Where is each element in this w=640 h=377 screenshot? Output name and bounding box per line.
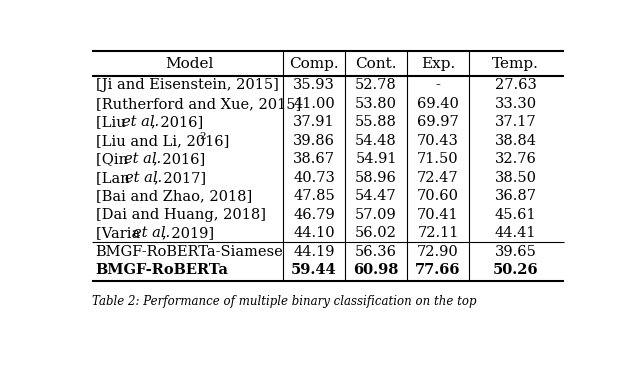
Text: 33.30: 33.30 [495,97,536,111]
Text: 71.50: 71.50 [417,152,459,166]
Text: 39.86: 39.86 [293,134,335,148]
Text: 38.50: 38.50 [495,171,536,185]
Text: 38.84: 38.84 [495,134,536,148]
Text: 40.73: 40.73 [293,171,335,185]
Text: 44.10: 44.10 [293,226,335,240]
Text: 72.90: 72.90 [417,245,459,259]
Text: 36.87: 36.87 [495,189,536,203]
Text: 77.66: 77.66 [415,263,461,277]
Text: , 2019]: , 2019] [162,226,214,240]
Text: , 2016]: , 2016] [151,115,203,129]
Text: 70.60: 70.60 [417,189,459,203]
Text: [Liu: [Liu [95,115,130,129]
Text: Model: Model [165,57,214,71]
Text: Temp.: Temp. [492,57,539,71]
Text: [Qin: [Qin [95,152,132,166]
Text: 35.93: 35.93 [293,78,335,92]
Text: 54.47: 54.47 [355,189,397,203]
Text: Exp.: Exp. [421,57,455,71]
Text: et al.: et al. [125,171,163,185]
Text: 53.80: 53.80 [355,97,397,111]
Text: BMGF-RoBERTa: BMGF-RoBERTa [95,263,228,277]
Text: 32.76: 32.76 [495,152,536,166]
Text: 47.85: 47.85 [293,189,335,203]
Text: , 2016]: , 2016] [153,152,205,166]
Text: 72.11: 72.11 [417,226,459,240]
Text: [Bai and Zhao, 2018]: [Bai and Zhao, 2018] [95,189,252,203]
Text: Table 2: Performance of multiple binary classification on the top: Table 2: Performance of multiple binary … [92,295,476,308]
Text: 44.41: 44.41 [495,226,536,240]
Text: et al.: et al. [122,115,159,129]
Text: 39.65: 39.65 [495,245,536,259]
Text: , 2017]: , 2017] [154,171,206,185]
Text: 37.91: 37.91 [293,115,335,129]
Text: [Liu and Li, 2016]: [Liu and Li, 2016] [95,134,229,148]
Text: et al.: et al. [124,152,161,166]
Text: 54.91: 54.91 [355,152,397,166]
Text: [Lan: [Lan [95,171,134,185]
Text: [Ji and Eisenstein, 2015]: [Ji and Eisenstein, 2015] [95,78,278,92]
Text: 27.63: 27.63 [495,78,536,92]
Text: 41.00: 41.00 [293,97,335,111]
Text: BMGF-RoBERTa-Siamese: BMGF-RoBERTa-Siamese [95,245,284,259]
Text: 70.43: 70.43 [417,134,459,148]
Text: 70.41: 70.41 [417,208,459,222]
Text: 59.44: 59.44 [291,263,337,277]
Text: 38.67: 38.67 [293,152,335,166]
Text: 54.48: 54.48 [355,134,397,148]
Text: 58.96: 58.96 [355,171,397,185]
Text: 69.40: 69.40 [417,97,459,111]
Text: 50.26: 50.26 [493,263,538,277]
Text: 56.36: 56.36 [355,245,397,259]
Text: 46.79: 46.79 [293,208,335,222]
Text: [Rutherford and Xue, 2015]: [Rutherford and Xue, 2015] [95,97,301,111]
Text: [Dai and Huang, 2018]: [Dai and Huang, 2018] [95,208,266,222]
Text: [Varia: [Varia [95,226,145,240]
Text: 55.88: 55.88 [355,115,397,129]
Text: Comp.: Comp. [289,57,339,71]
Text: 2: 2 [199,132,205,141]
Text: 37.17: 37.17 [495,115,536,129]
Text: Cont.: Cont. [355,57,397,71]
Text: 56.02: 56.02 [355,226,397,240]
Text: 45.61: 45.61 [495,208,536,222]
Text: -: - [436,78,440,92]
Text: et al.: et al. [133,226,170,240]
Text: 44.19: 44.19 [293,245,335,259]
Text: 52.78: 52.78 [355,78,397,92]
Text: 60.98: 60.98 [353,263,399,277]
Text: 72.47: 72.47 [417,171,459,185]
Text: 69.97: 69.97 [417,115,459,129]
Text: 57.09: 57.09 [355,208,397,222]
